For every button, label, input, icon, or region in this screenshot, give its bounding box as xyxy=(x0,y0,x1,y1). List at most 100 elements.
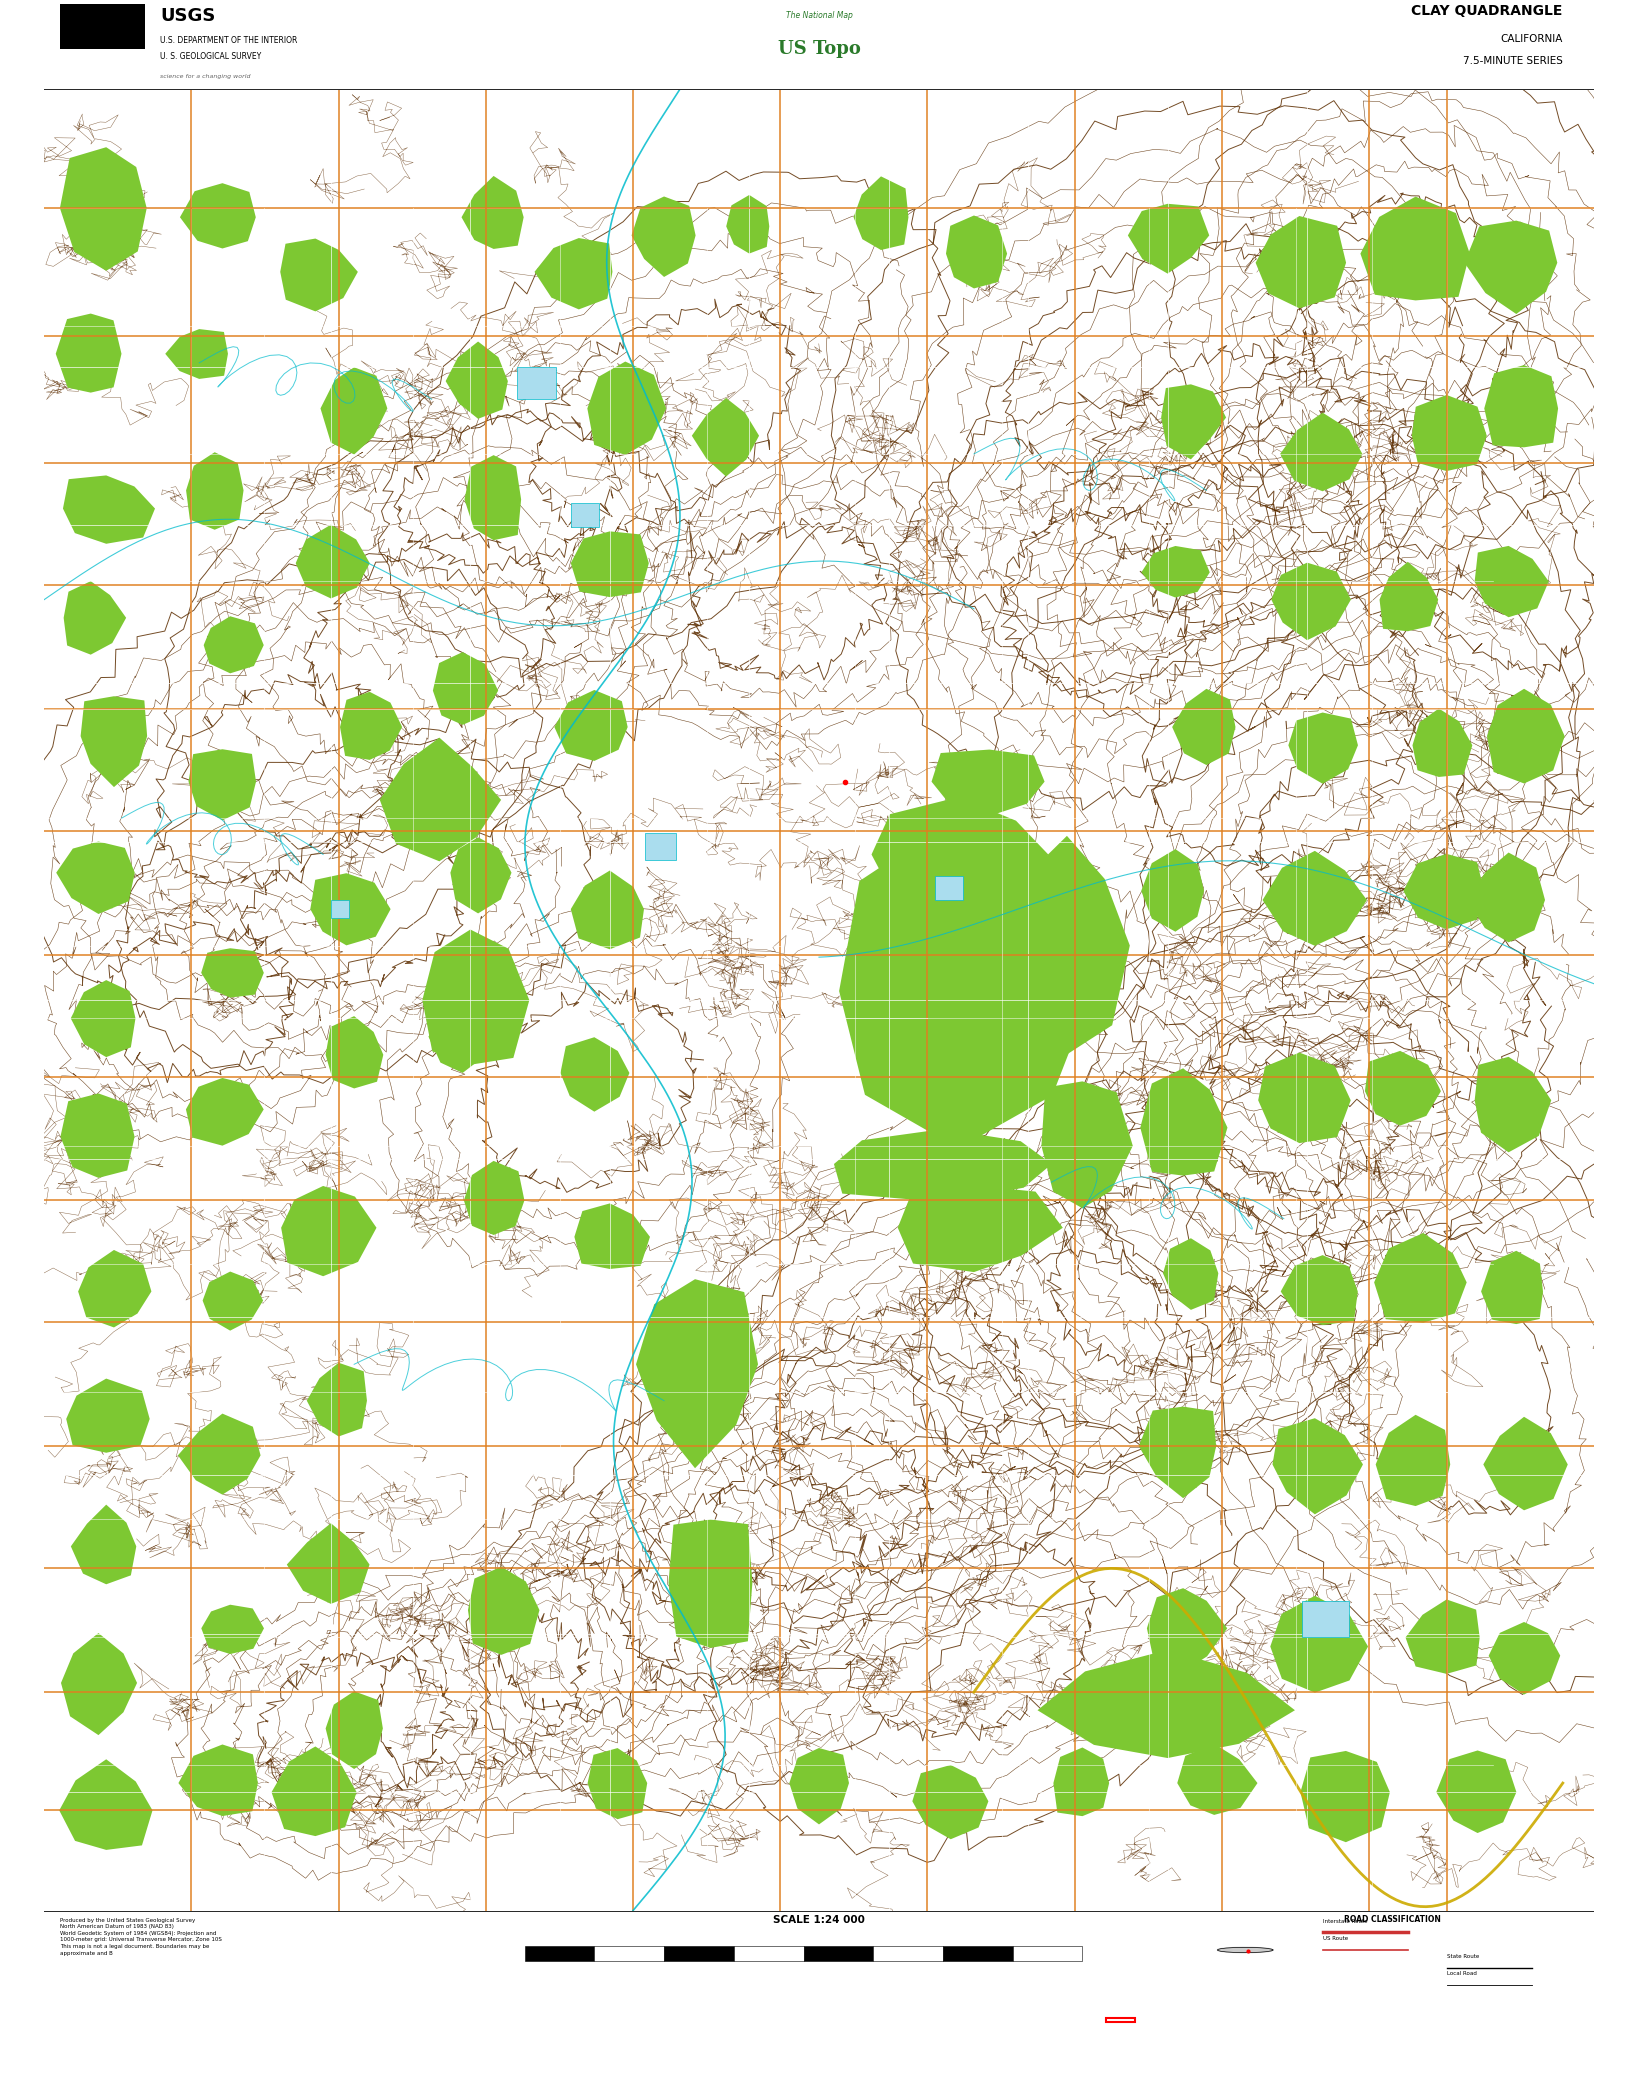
Polygon shape xyxy=(632,196,696,278)
Polygon shape xyxy=(1281,1255,1358,1326)
Polygon shape xyxy=(80,695,147,787)
Polygon shape xyxy=(188,750,256,821)
Text: USGS: USGS xyxy=(161,6,216,25)
Polygon shape xyxy=(66,1378,149,1453)
Bar xyxy=(1106,2017,1135,2023)
Polygon shape xyxy=(726,194,770,253)
Polygon shape xyxy=(912,1764,988,1840)
Polygon shape xyxy=(636,1280,758,1468)
Polygon shape xyxy=(56,841,134,915)
Polygon shape xyxy=(187,1077,264,1146)
Polygon shape xyxy=(179,1414,260,1495)
Polygon shape xyxy=(201,948,264,998)
Polygon shape xyxy=(839,816,1093,1148)
Bar xyxy=(645,833,676,860)
Bar xyxy=(935,877,963,900)
Polygon shape xyxy=(59,1760,152,1850)
Polygon shape xyxy=(203,1272,264,1330)
Polygon shape xyxy=(668,1520,752,1647)
Polygon shape xyxy=(1129,205,1209,274)
Polygon shape xyxy=(1376,1416,1450,1505)
Text: US Route: US Route xyxy=(1322,1936,1348,1942)
Polygon shape xyxy=(1404,854,1484,929)
Text: Interstate Route: Interstate Route xyxy=(1322,1919,1368,1923)
Polygon shape xyxy=(570,871,644,950)
Bar xyxy=(734,1946,804,1961)
Polygon shape xyxy=(1379,562,1438,631)
Polygon shape xyxy=(588,1748,647,1819)
Bar xyxy=(572,503,600,526)
Polygon shape xyxy=(465,455,521,541)
Polygon shape xyxy=(1147,1589,1227,1672)
Text: U. S. GEOLOGICAL SURVEY: U. S. GEOLOGICAL SURVEY xyxy=(161,52,262,61)
Polygon shape xyxy=(947,215,1007,288)
Text: ROAD CLASSIFICATION: ROAD CLASSIFICATION xyxy=(1343,1915,1441,1923)
Polygon shape xyxy=(187,453,244,530)
Polygon shape xyxy=(296,524,370,599)
Bar xyxy=(1302,1601,1350,1637)
Polygon shape xyxy=(1405,1599,1479,1675)
Polygon shape xyxy=(326,1017,383,1088)
Bar xyxy=(873,1946,943,1961)
Polygon shape xyxy=(446,342,508,420)
Polygon shape xyxy=(56,313,121,393)
Bar xyxy=(663,1946,734,1961)
Polygon shape xyxy=(464,1161,524,1234)
Polygon shape xyxy=(282,1186,377,1276)
Bar xyxy=(595,1946,663,1961)
Polygon shape xyxy=(1412,708,1473,777)
Polygon shape xyxy=(61,1094,134,1178)
Polygon shape xyxy=(1271,562,1351,641)
Polygon shape xyxy=(1484,1418,1568,1510)
Polygon shape xyxy=(310,873,390,946)
Polygon shape xyxy=(898,1186,1063,1272)
Polygon shape xyxy=(62,476,156,543)
Polygon shape xyxy=(1258,1052,1351,1142)
Polygon shape xyxy=(1173,689,1235,764)
Polygon shape xyxy=(588,361,667,455)
Polygon shape xyxy=(468,1566,539,1656)
Polygon shape xyxy=(1464,221,1558,313)
Polygon shape xyxy=(1140,1069,1227,1176)
Polygon shape xyxy=(1263,850,1368,946)
Polygon shape xyxy=(1163,1238,1219,1309)
Polygon shape xyxy=(834,1130,1052,1203)
Polygon shape xyxy=(201,1606,264,1654)
Polygon shape xyxy=(1138,1407,1215,1499)
Polygon shape xyxy=(321,367,387,455)
Polygon shape xyxy=(1489,1622,1561,1695)
Text: The National Map: The National Map xyxy=(786,10,852,19)
Polygon shape xyxy=(1042,1082,1133,1209)
Polygon shape xyxy=(287,1524,370,1604)
Text: Local Road: Local Road xyxy=(1446,1971,1476,1975)
Polygon shape xyxy=(79,1251,151,1328)
Text: CLAY QUADRANGLE: CLAY QUADRANGLE xyxy=(1412,4,1563,19)
Polygon shape xyxy=(423,929,529,1065)
Polygon shape xyxy=(70,1505,136,1585)
Polygon shape xyxy=(1468,852,1545,942)
Polygon shape xyxy=(570,530,649,597)
Bar xyxy=(1012,1946,1083,1961)
Text: U.S. DEPARTMENT OF THE INTERIOR: U.S. DEPARTMENT OF THE INTERIOR xyxy=(161,35,298,46)
Text: SCALE 1:24 000: SCALE 1:24 000 xyxy=(773,1915,865,1925)
Polygon shape xyxy=(575,1203,650,1270)
Polygon shape xyxy=(853,175,909,251)
Bar xyxy=(331,900,349,919)
Polygon shape xyxy=(554,689,627,760)
Polygon shape xyxy=(462,175,524,248)
Bar xyxy=(518,367,555,399)
Polygon shape xyxy=(534,238,613,309)
Polygon shape xyxy=(280,238,357,311)
Polygon shape xyxy=(306,1363,367,1437)
Polygon shape xyxy=(1481,1251,1543,1324)
Polygon shape xyxy=(1301,1752,1391,1842)
Polygon shape xyxy=(1256,215,1346,309)
Polygon shape xyxy=(1474,1057,1551,1153)
Polygon shape xyxy=(691,399,758,476)
Polygon shape xyxy=(1004,835,1130,1054)
Polygon shape xyxy=(1271,1595,1368,1693)
Polygon shape xyxy=(70,979,136,1057)
Polygon shape xyxy=(61,148,147,271)
Polygon shape xyxy=(790,1748,848,1825)
Polygon shape xyxy=(1361,196,1469,301)
